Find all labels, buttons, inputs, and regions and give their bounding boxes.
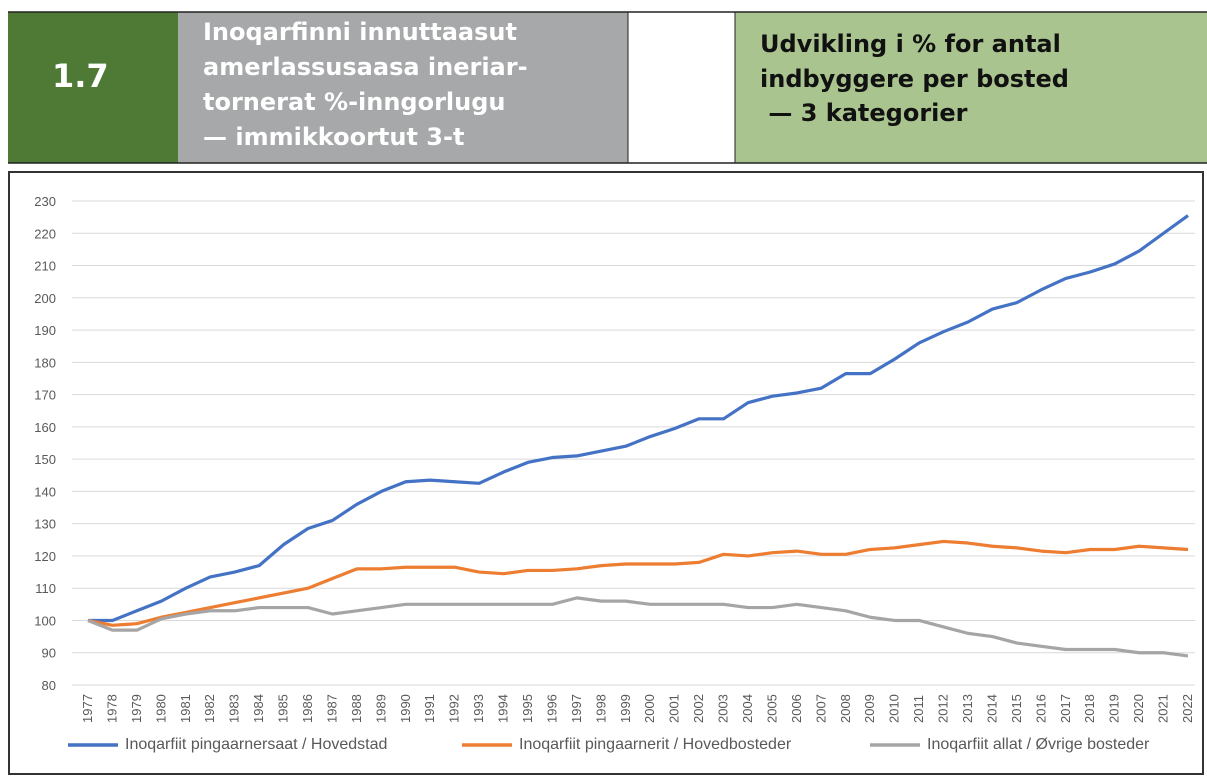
x-tick-label: 1991: [422, 694, 437, 723]
greenlandic-title: amerlassusaasa ineriar-: [203, 53, 528, 81]
x-tick-label: 2019: [1107, 694, 1122, 723]
y-tick-label: 110: [35, 581, 56, 596]
x-tick-label: 1988: [349, 694, 364, 723]
x-tick-label: 1996: [544, 694, 559, 723]
x-tick-label: 1997: [569, 694, 584, 723]
danish-box: [735, 12, 1207, 163]
section-number: 1.7: [52, 57, 109, 95]
x-tick-label: 1977: [80, 694, 95, 723]
greenlandic-title: — immikkoortut 3-t: [203, 123, 464, 151]
x-tick-label: 1989: [373, 694, 388, 723]
greenlandic-title: tornerat %-inngorlugu: [203, 88, 506, 116]
x-tick-label: 1985: [276, 694, 291, 723]
x-tick-label: 1987: [324, 694, 339, 723]
x-tick-label: 1993: [471, 694, 486, 723]
y-tick-label: 150: [34, 452, 56, 467]
x-tick-label: 2004: [740, 694, 755, 723]
x-tick-label: 1995: [520, 694, 535, 723]
y-tick-label: 170: [34, 388, 56, 403]
x-tick-label: 2003: [716, 694, 731, 723]
greenlandic-title: Inoqarfinni innuttaasut: [203, 18, 517, 46]
x-tick-label: 2012: [936, 694, 951, 723]
y-tick-label: 140: [34, 484, 56, 499]
x-tick-label: 2022: [1180, 694, 1195, 723]
x-tick-label: 1982: [202, 694, 217, 723]
x-tick-label: 2021: [1156, 694, 1171, 723]
y-tick-label: 220: [34, 226, 56, 241]
x-tick-label: 2006: [789, 694, 804, 723]
x-tick-label: 1990: [398, 694, 413, 723]
x-tick-label: 1983: [227, 694, 242, 723]
spacer-box: [628, 12, 735, 163]
x-tick-label: 1978: [104, 694, 119, 723]
x-tick-label: 2001: [667, 694, 682, 723]
x-tick-label: 1999: [618, 694, 633, 723]
x-tick-label: 1980: [153, 694, 168, 723]
y-tick-label: 210: [34, 259, 56, 274]
x-tick-label: 1986: [300, 694, 315, 723]
x-tick-label: 2007: [813, 694, 828, 723]
y-tick-label: 90: [42, 646, 56, 661]
x-tick-label: 2000: [642, 694, 657, 723]
legend-label: Inoqarfiit allat / Øvrige bosteder: [927, 736, 1150, 753]
x-tick-label: 1979: [129, 694, 144, 723]
x-tick-label: 2013: [960, 694, 975, 723]
x-tick-label: 2010: [887, 694, 902, 723]
danish-title: indbyggere per bosted: [760, 65, 1069, 93]
number-box: [8, 12, 178, 163]
x-tick-label: 1992: [447, 694, 462, 723]
chart-frame: [8, 171, 1204, 775]
x-tick-label: 2002: [691, 694, 706, 723]
x-tick-label: 1981: [178, 694, 193, 723]
x-tick-label: 2009: [862, 694, 877, 723]
series-line: [88, 214, 1189, 623]
x-tick-label: 2014: [984, 694, 999, 723]
y-tick-label: 160: [34, 420, 56, 435]
danish-title: Udvikling i % for antal: [760, 30, 1061, 58]
x-tick-label: 1994: [496, 694, 511, 723]
series-line: [87, 596, 1189, 658]
y-tick-label: 80: [42, 678, 56, 693]
x-tick-label: 2020: [1131, 694, 1146, 723]
x-tick-label: 2005: [764, 694, 779, 723]
x-tick-label: 2018: [1082, 694, 1097, 723]
legend-label: Inoqarfiit pingaarnersaat / Hovedstad: [125, 736, 387, 753]
y-tick-label: 230: [34, 194, 56, 209]
y-tick-label: 190: [34, 323, 56, 338]
x-tick-label: 2017: [1058, 694, 1073, 723]
y-tick-label: 180: [34, 355, 56, 370]
x-tick-label: 2011: [911, 695, 926, 723]
y-tick-label: 120: [34, 549, 56, 564]
x-tick-label: 2008: [838, 694, 853, 723]
greenlandic-box: [178, 12, 628, 163]
x-tick-label: 1984: [251, 694, 266, 723]
y-tick-label: 100: [34, 613, 56, 628]
danish-title: — 3 kategorier: [760, 99, 968, 127]
x-tick-label: 1998: [593, 694, 608, 723]
y-tick-label: 130: [34, 517, 56, 532]
y-tick-label: 200: [34, 291, 56, 306]
x-tick-label: 2015: [1009, 694, 1024, 723]
x-tick-label: 2016: [1033, 694, 1048, 723]
series-line: [87, 539, 1189, 627]
legend-label: Inoqarfiit pingaarnerit / Hovedbosteder: [519, 736, 792, 753]
